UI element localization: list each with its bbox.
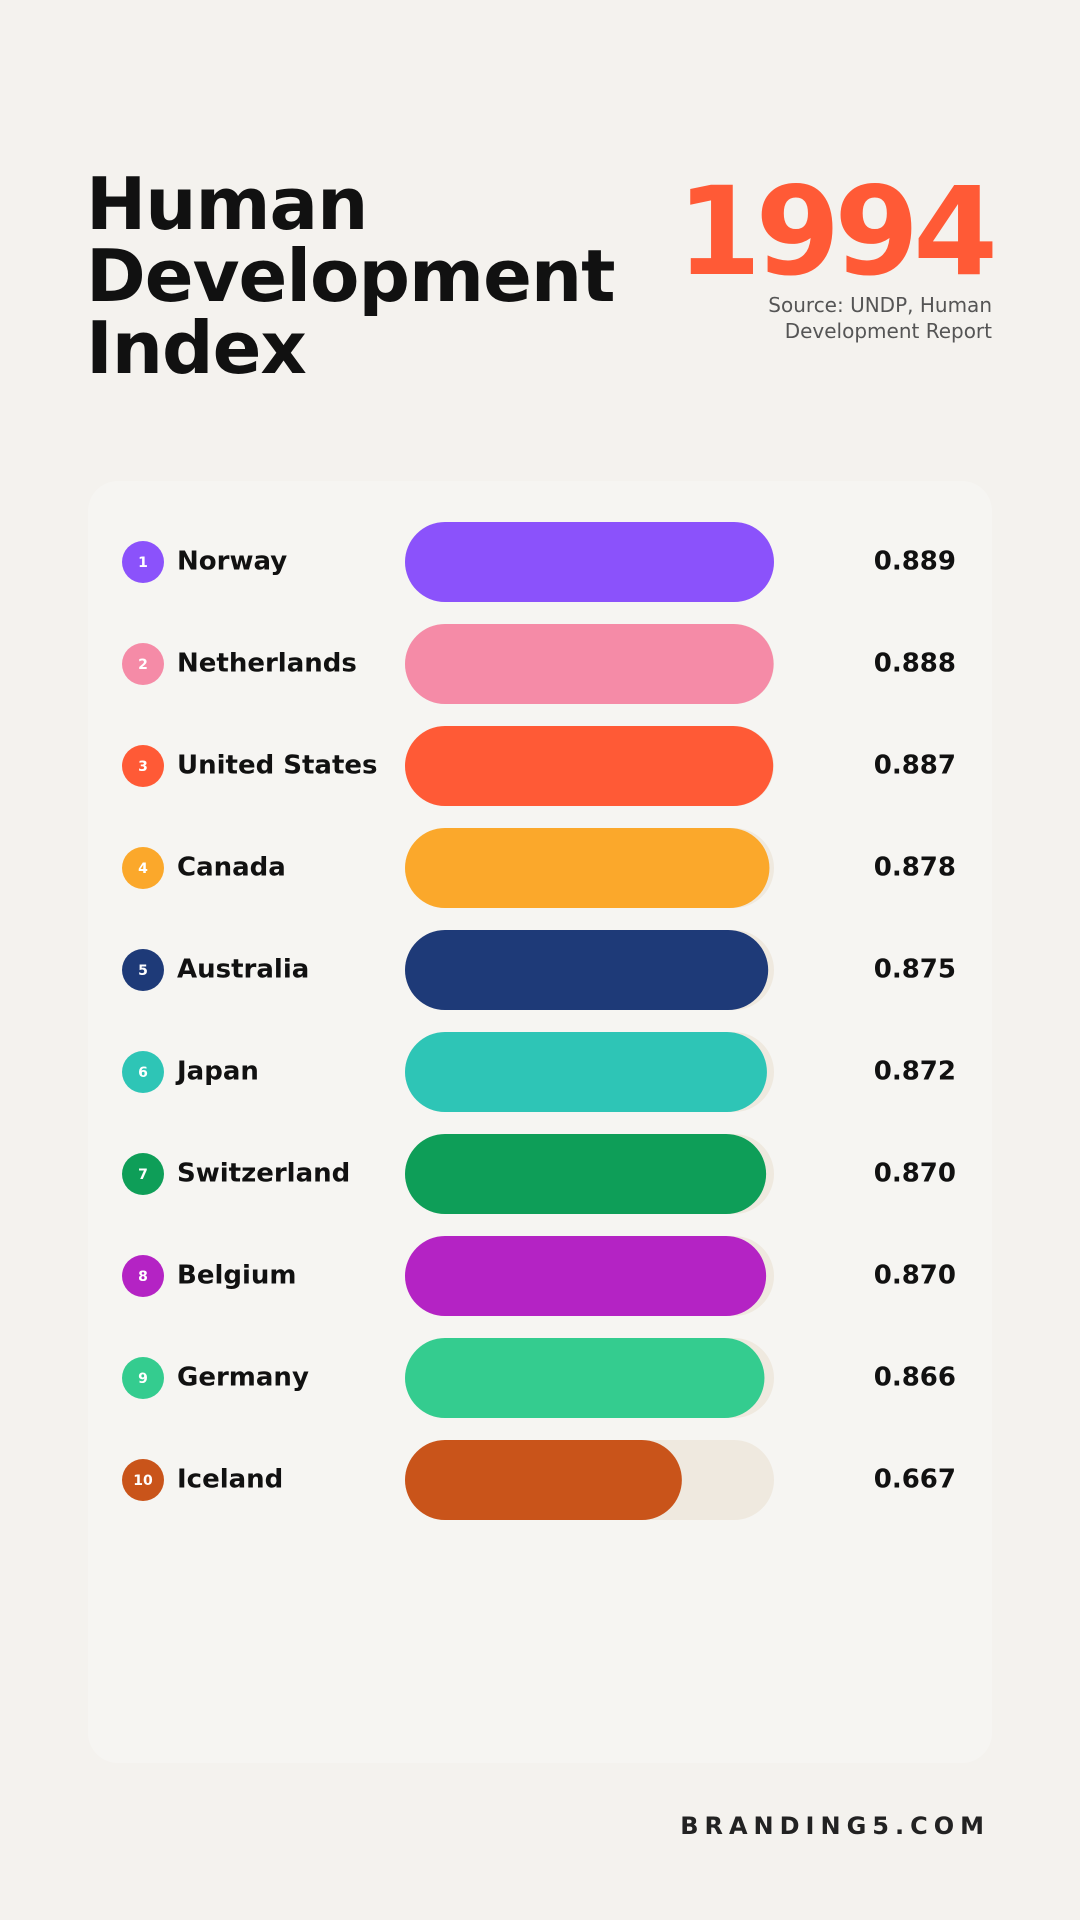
rank-badge xyxy=(122,847,164,889)
value-label: 0.866 xyxy=(874,1363,956,1393)
rank-label: 3 xyxy=(138,759,148,775)
rank-badge xyxy=(122,643,164,685)
bar xyxy=(405,522,774,602)
bar xyxy=(405,1134,767,1214)
rank-label: 8 xyxy=(138,1269,148,1285)
category-label: Japan xyxy=(175,1057,259,1087)
footer: BRANDING5.COM xyxy=(680,1812,990,1840)
value-label: 0.870 xyxy=(874,1159,956,1189)
category-label: Belgium xyxy=(177,1261,297,1291)
bar xyxy=(405,828,770,908)
bar xyxy=(405,1236,767,1316)
bar xyxy=(405,624,774,704)
bar xyxy=(405,1440,682,1520)
rank-badge xyxy=(122,745,164,787)
rank-badge xyxy=(122,949,164,991)
value-label: 0.888 xyxy=(874,649,956,679)
value-label: 0.667 xyxy=(874,1465,956,1495)
bar xyxy=(405,726,774,806)
rank-label: 1 xyxy=(138,555,148,571)
rank-label: 4 xyxy=(138,861,148,877)
category-label: Switzerland xyxy=(177,1159,350,1189)
category-label: Netherlands xyxy=(177,649,357,679)
bar xyxy=(405,1032,767,1112)
rank-badge xyxy=(122,1255,164,1297)
rank-badge xyxy=(122,1153,164,1195)
value-label: 0.878 xyxy=(874,853,956,883)
category-label: Norway xyxy=(177,547,287,577)
value-label: 0.870 xyxy=(874,1261,956,1291)
category-label: United States xyxy=(177,751,378,781)
chart-title: Human Development Index xyxy=(86,162,616,390)
year: 1994 xyxy=(676,161,998,303)
bar xyxy=(405,930,769,1010)
value-label: 0.875 xyxy=(874,955,956,985)
rank-badge xyxy=(122,541,164,583)
rank-label: 5 xyxy=(138,963,148,979)
rank-label: 2 xyxy=(138,657,148,673)
source: Source: UNDP, Human Development Report xyxy=(768,293,992,343)
category-label: Iceland xyxy=(177,1465,283,1495)
value-label: 0.887 xyxy=(874,751,956,781)
rank-badge xyxy=(122,1357,164,1399)
rank-label: 7 xyxy=(138,1167,148,1183)
category-label: Germany xyxy=(177,1363,309,1393)
value-label: 0.872 xyxy=(874,1057,956,1087)
category-label: Canada xyxy=(177,853,286,883)
rank-label: 10 xyxy=(133,1473,153,1489)
rank-label: 9 xyxy=(138,1371,148,1387)
category-label: Australia xyxy=(177,955,309,985)
bar xyxy=(405,1338,765,1418)
value-label: 0.889 xyxy=(874,547,956,577)
rank-badge xyxy=(122,1051,164,1093)
rank-badge xyxy=(122,1459,164,1501)
rank-label: 6 xyxy=(138,1065,148,1081)
